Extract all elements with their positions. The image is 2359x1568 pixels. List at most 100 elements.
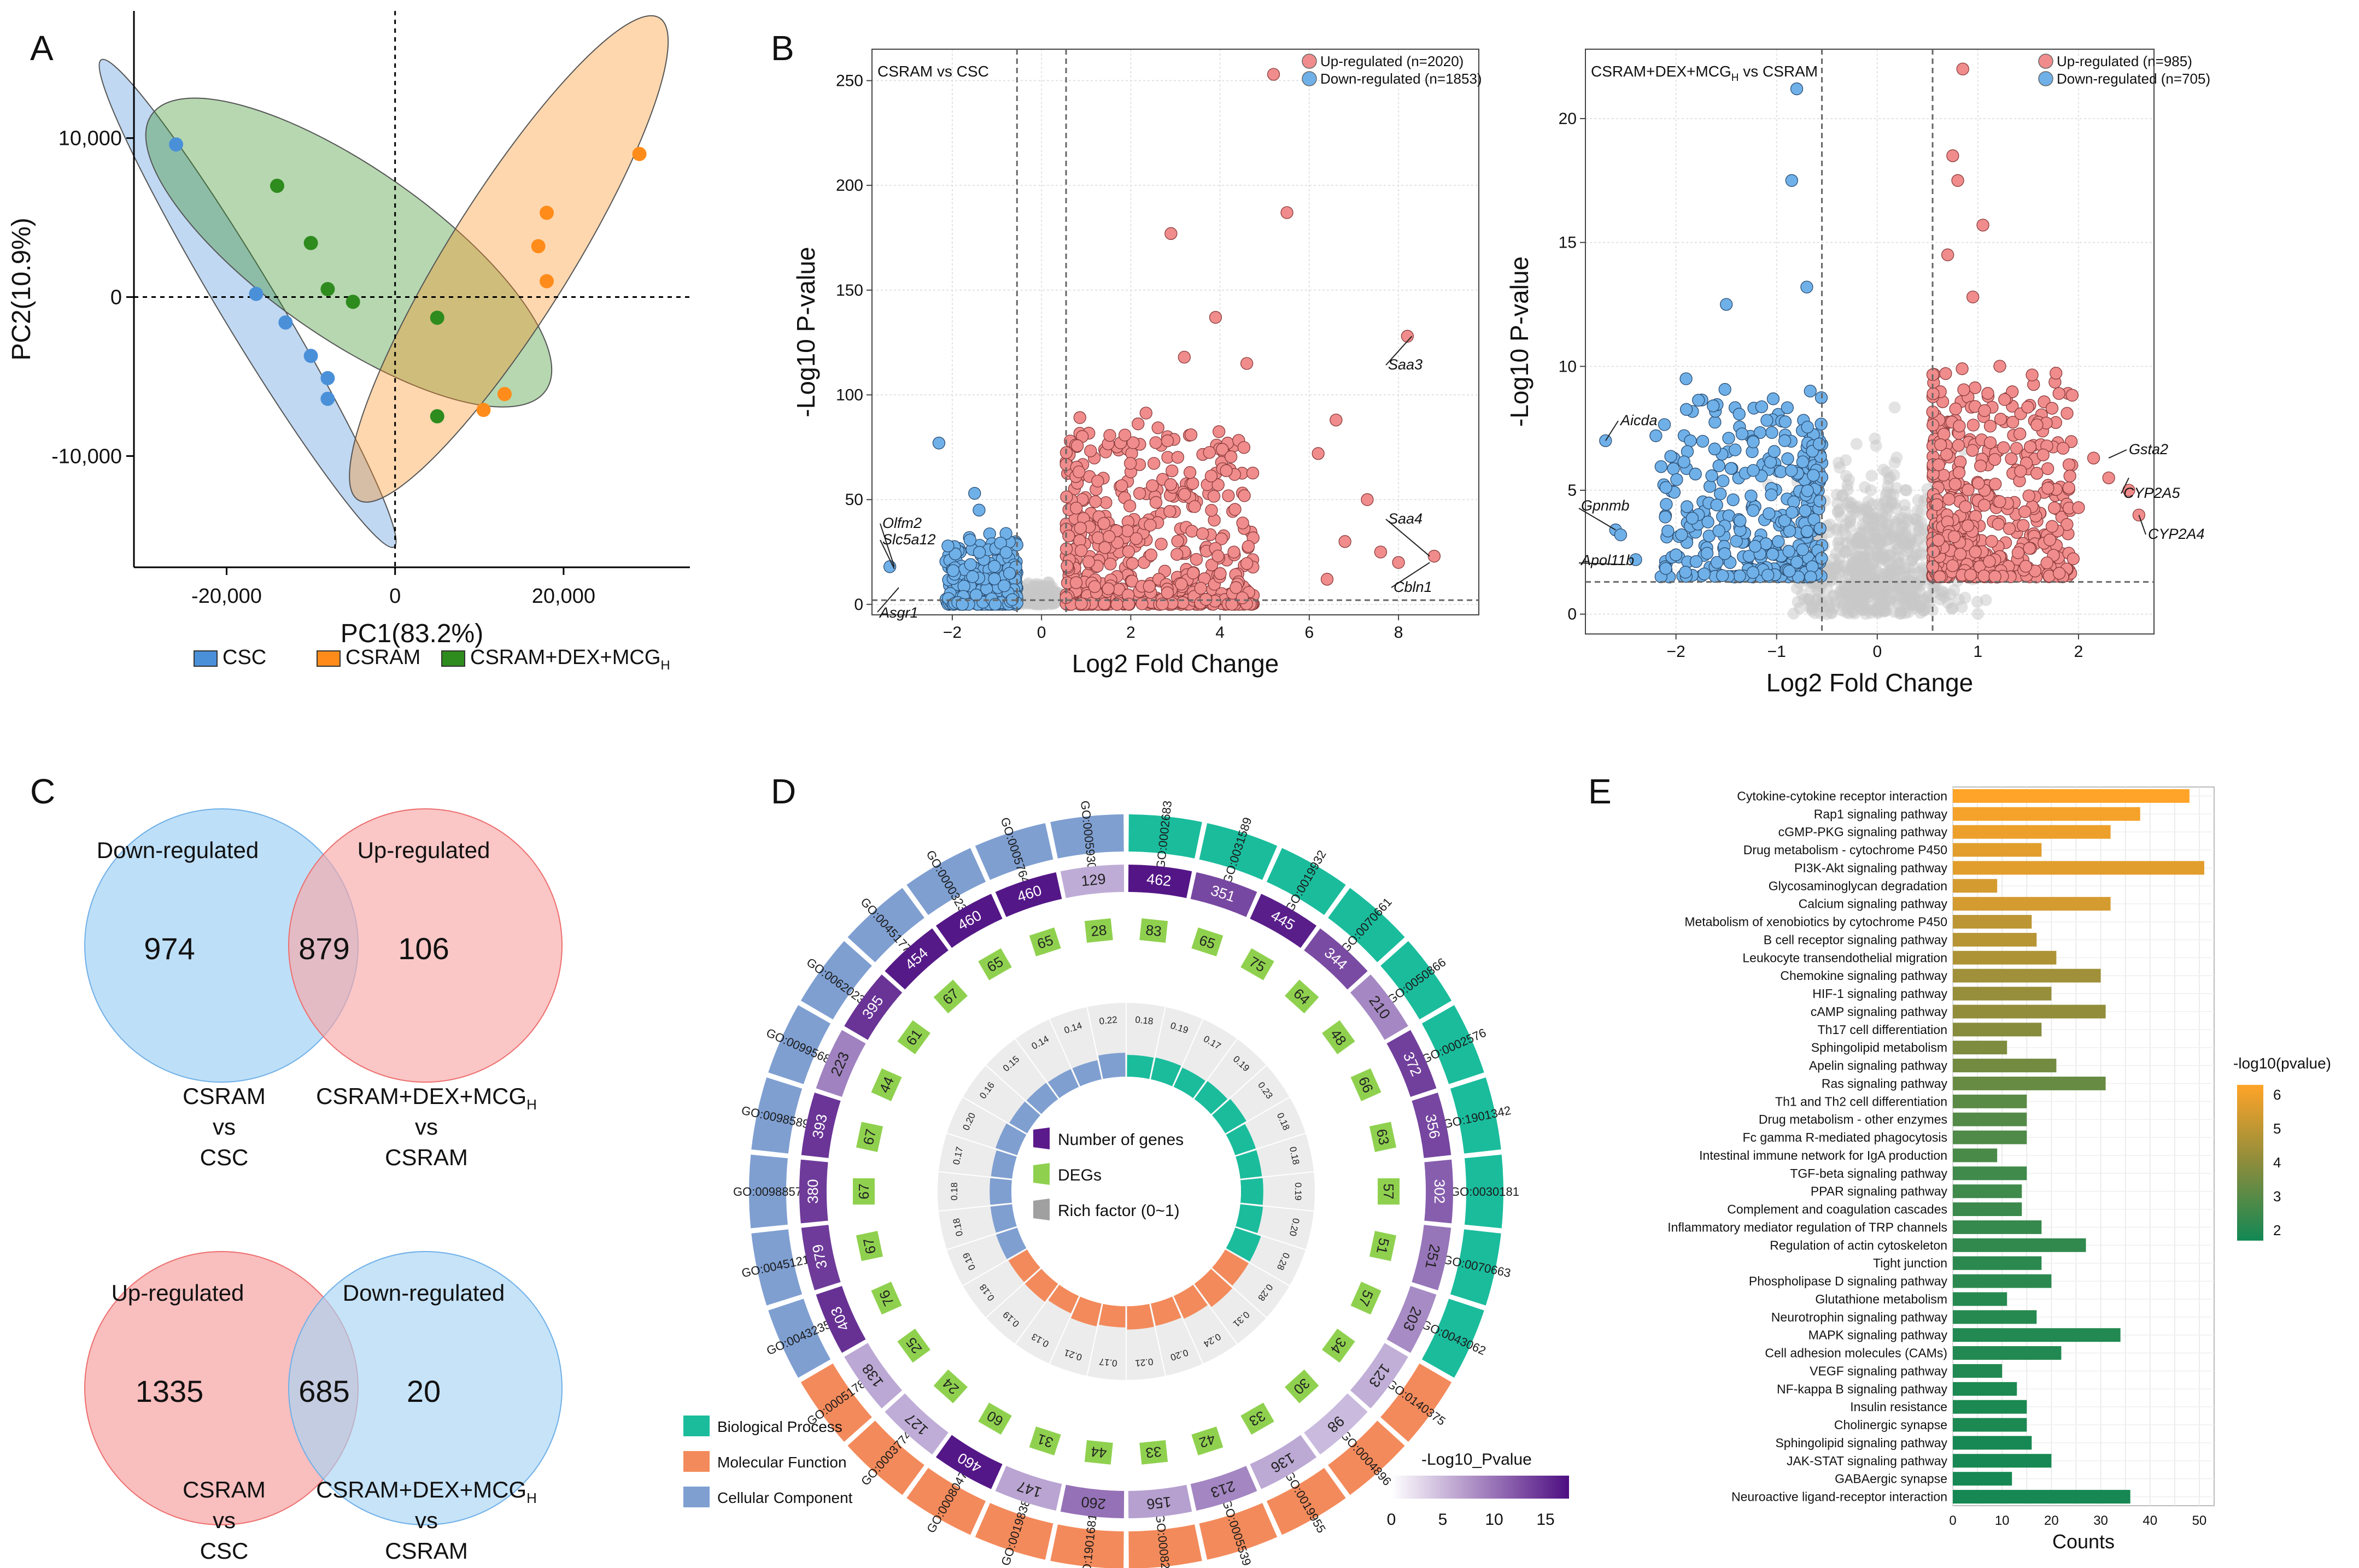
up-point [1942,492,1956,506]
center-legend-label: Rich factor (0~1) [1058,1202,1180,1220]
up-point [1983,555,1996,568]
kegg-term-label: PI3K-Akt signaling pathway [1794,861,1947,875]
circos-genes-label: 156 [1146,1494,1172,1513]
category-label: Biological Process [717,1418,842,1435]
down-point [1781,401,1794,414]
down-point [1700,547,1714,560]
kegg-term-label: Cell adhesion molecules (CAMs) [1765,1346,1947,1360]
up-point [1170,548,1184,561]
kegg-term-label: VEGF signaling pathway [1810,1364,1947,1378]
title-subscript: H [1731,72,1739,84]
down-point [1786,506,1799,519]
down-point [998,579,1011,592]
up-point [1125,574,1139,588]
up-point [1952,439,1965,452]
y-tick-label: 10,000 [58,127,122,150]
down-point [1796,455,1810,468]
x-tick-label: 0 [1872,643,1882,661]
up-point [1061,560,1074,573]
up-point [1992,518,2005,531]
circos-rich-label: 0.17 [1099,1356,1118,1369]
up-point [1176,596,1190,609]
pca-point [169,137,184,152]
down-point [1664,450,1677,463]
circos-rich-bar [1127,1303,1154,1330]
up-point [1216,443,1229,456]
up-point [1149,496,1163,509]
ns-point [1884,549,1896,561]
ns-point [1831,497,1843,510]
up-point [1246,466,1260,480]
pca-point [540,205,554,220]
category-swatch [683,1416,710,1436]
up-point [1985,535,1998,548]
x-tick-label: 30 [2093,1513,2108,1528]
pca-point [320,391,335,406]
label-leader [880,523,895,567]
up-point [1957,383,1970,396]
circos-deg-label: 63 [1373,1127,1392,1147]
down-point [1667,462,1680,475]
down-point [1697,567,1711,580]
x-tick-label: 0 [1949,1513,1956,1528]
ns-point [1972,608,1985,620]
ns-point [1821,595,1834,607]
up-point [1953,455,1967,468]
ns-point [1856,503,1869,516]
x-tick-label: 0 [389,585,401,608]
up-point [1148,457,1161,470]
up-point [2014,465,2027,478]
down-point [1766,392,1780,406]
ns-point [1845,558,1858,571]
down-point [1755,400,1769,413]
up-point [2057,442,2070,455]
venn-count-left: 1335 [136,1374,204,1408]
down-point [1707,399,1720,413]
kegg-term-label: Leukocyte transendothelial migration [1742,950,1947,965]
up-point [2062,481,2075,495]
y-tick-label: 20 [1559,110,1577,128]
circos-rich-bar [1240,1178,1263,1205]
up-point [1976,219,1989,232]
down-point [1746,566,1760,579]
up-point [1144,548,1158,561]
up-point [2040,556,2053,569]
label-leader [1605,420,1619,441]
gene-label: Asgr1 [879,604,918,621]
up-point [1185,525,1198,538]
ns-point [1859,608,1872,620]
up-point [1222,489,1235,502]
up-point [1974,459,1987,473]
kegg-term-label: Th1 and Th2 cell differentiation [1775,1094,1947,1108]
x-tick-label: 8 [1394,624,1403,642]
circos-deg-label: 51 [1373,1237,1392,1256]
up-point [1084,444,1097,457]
panel-b-volcano-left: B −2 0 2 4 6 8 0 50 100 150 200 250 Log2 Fold Change -… [771,28,1482,678]
circos-genes-label: 260 [1080,1494,1107,1513]
down-point [1732,408,1746,421]
kegg-bar [1953,1382,2017,1396]
legend-label: Up-regulated (n=985) [2057,53,2192,69]
up-point [1981,387,1994,400]
label-leader [1391,562,1430,588]
up-point [1236,591,1249,604]
down-point [1801,420,1814,434]
up-point [1194,582,1207,595]
up-point [2018,505,2032,519]
kegg-bar [1953,1436,2032,1450]
down-point [1785,464,1798,477]
up-point [1129,532,1143,545]
panel-d-circos: DGO:0002683462830.18GO:0031589351650.19G… [683,772,1569,1568]
up-point [1143,580,1156,593]
up-point [1977,498,1991,512]
venn-caption-right: CSRAM+DEX+MCGH [316,1083,537,1113]
ns-point [1033,598,1046,610]
ns-point [1869,432,1881,445]
up-point [1267,68,1280,81]
down-point [1675,528,1688,542]
legend-marker [1302,54,1317,69]
kegg-term-label: Cholinergic synapse [1834,1418,1947,1432]
venn-caption-left: vs [213,1507,236,1533]
ns-point [1805,602,1817,615]
down-point [1813,522,1827,535]
